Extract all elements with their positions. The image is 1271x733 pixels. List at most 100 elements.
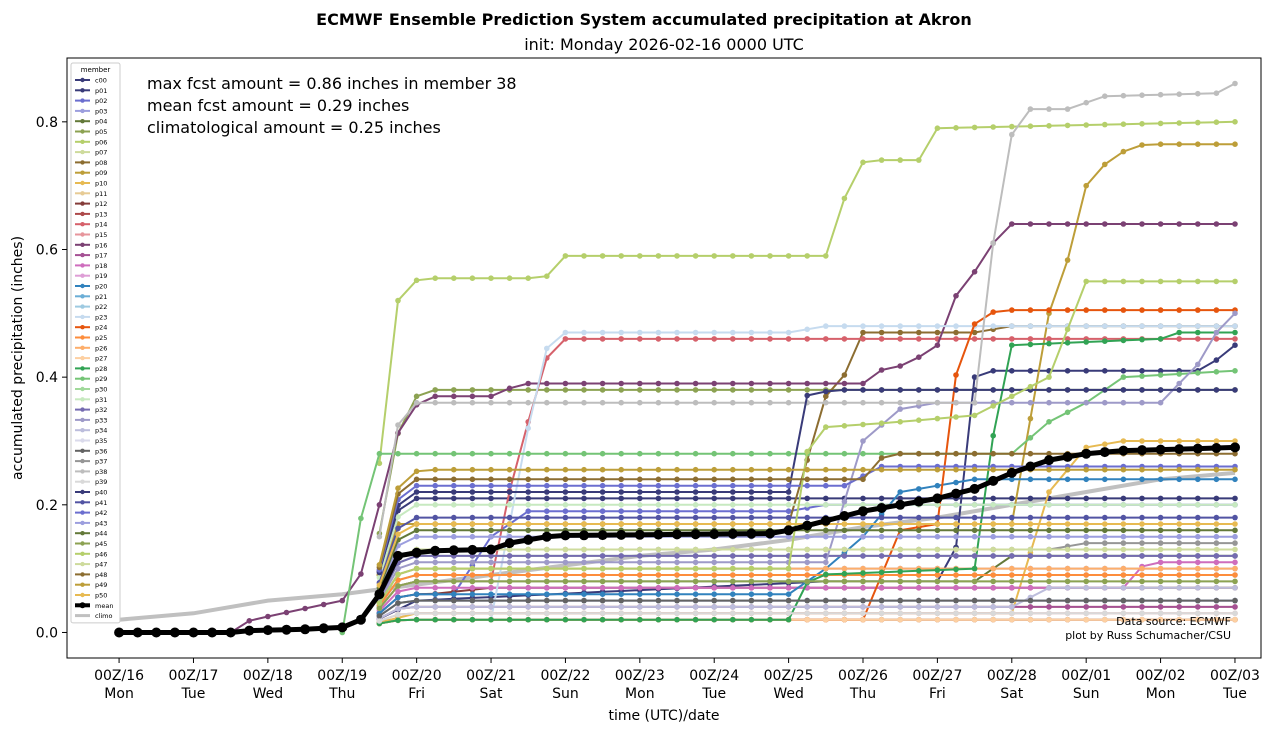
point-p45-1 <box>395 583 401 589</box>
point-p38-16 <box>674 399 680 406</box>
point-p27-32 <box>971 616 978 623</box>
point-p34-22 <box>785 604 792 610</box>
point-p49-15 <box>655 466 662 473</box>
point-mean-22 <box>523 534 534 545</box>
point-p41-14 <box>637 514 643 521</box>
point-p34-38 <box>1083 585 1089 591</box>
point-p46-31 <box>953 414 959 420</box>
point-p05-6 <box>488 387 494 393</box>
point-p20-20 <box>748 591 755 597</box>
point-p41-5 <box>469 514 476 521</box>
point-p31-5 <box>469 502 476 508</box>
point-p32-38 <box>1083 553 1089 559</box>
point-p10-40 <box>1120 438 1127 444</box>
point-p18-22 <box>785 585 792 591</box>
point-p49-30 <box>934 466 941 473</box>
point-p45-28 <box>897 578 903 585</box>
point-c00-42 <box>1157 368 1164 374</box>
point-p47-15 <box>655 546 662 553</box>
point-p33-5 <box>469 559 476 566</box>
point-p34-13 <box>618 604 624 610</box>
point-p33-4 <box>451 559 457 566</box>
point-p45-6 <box>488 578 494 585</box>
point-p34-1 <box>395 606 401 612</box>
point-p49-16 <box>674 466 680 473</box>
point-p32-34 <box>1009 553 1015 559</box>
point-p43-37 <box>1064 533 1071 540</box>
point-p43-36 <box>1046 533 1052 540</box>
point-p06-46 <box>1232 119 1238 125</box>
point-p16-19 <box>581 380 587 387</box>
point-p27-42 <box>1157 616 1164 623</box>
point-p36-36 <box>1046 597 1052 604</box>
point-p17-44 <box>1195 604 1201 610</box>
legend-label-p11: p11 <box>95 190 107 198</box>
point-p20-15 <box>655 591 662 597</box>
point-p23-11 <box>581 329 587 336</box>
point-p41-37 <box>1064 514 1071 521</box>
point-p49-24 <box>823 466 829 473</box>
point-mean-16 <box>411 547 422 558</box>
point-p47-24 <box>823 546 829 553</box>
point-p09-46 <box>1232 141 1238 147</box>
point-p16-46 <box>1083 221 1089 227</box>
point-p05-16 <box>674 387 680 393</box>
point-p39-38 <box>1083 610 1089 617</box>
legend-entry-p45: p45 <box>75 540 107 548</box>
point-p50-1 <box>395 531 401 537</box>
point-p26-43 <box>1176 565 1182 572</box>
legend-label-p07: p07 <box>95 149 107 157</box>
legend-label-p05: p05 <box>95 128 107 136</box>
point-p06-19 <box>730 253 736 259</box>
point-p48-11 <box>581 476 587 483</box>
point-p33-6 <box>488 559 494 566</box>
point-p16-22 <box>637 380 643 387</box>
point-p18-5 <box>469 585 476 591</box>
point-p29-17 <box>655 450 662 457</box>
point-p08-29 <box>916 329 922 336</box>
point-p46-18 <box>711 565 717 572</box>
point-p01-35 <box>1027 495 1034 502</box>
point-p43-28 <box>897 533 903 540</box>
point-p43-29 <box>916 533 922 540</box>
point-p42-22 <box>785 482 792 489</box>
legend-entry-p02: p02 <box>75 97 107 105</box>
point-p31-15 <box>655 502 662 508</box>
point-p40-17 <box>692 489 699 495</box>
point-mean-9 <box>281 624 292 635</box>
point-p45-30 <box>934 578 941 585</box>
point-p34-29 <box>916 604 922 610</box>
point-p14-45 <box>1213 336 1220 342</box>
point-p09-37 <box>1064 257 1071 263</box>
point-p28-13 <box>618 616 624 623</box>
point-p25-5 <box>469 572 476 578</box>
point-p05-22 <box>785 387 792 393</box>
point-p49-27 <box>878 466 885 473</box>
point-p33-3 <box>432 559 439 566</box>
point-p36-28 <box>897 597 903 604</box>
point-p39-26 <box>860 610 866 617</box>
point-p47-43 <box>1176 546 1182 553</box>
point-p44-31 <box>953 527 959 534</box>
point-p46-24 <box>823 424 829 430</box>
point-p39-33 <box>990 610 996 617</box>
point-p40-32 <box>971 387 978 393</box>
point-p14-44 <box>1195 336 1201 342</box>
point-p49-12 <box>599 466 606 473</box>
point-p46-37 <box>1064 326 1071 333</box>
point-p14-33 <box>990 336 996 342</box>
point-p02-8 <box>525 508 531 514</box>
point-p23-39 <box>1102 323 1108 329</box>
point-p29-6 <box>451 450 457 457</box>
point-p50-39 <box>1102 521 1108 527</box>
point-p46-8 <box>525 565 531 572</box>
point-p36-4 <box>451 597 457 604</box>
point-p31-4 <box>451 502 457 508</box>
point-p34-12 <box>599 604 606 610</box>
point-p41-44 <box>1195 514 1201 521</box>
point-p10-46 <box>1232 438 1238 444</box>
point-p14-12 <box>599 336 606 342</box>
point-p20-1 <box>395 594 401 601</box>
point-p06-41 <box>1139 121 1145 127</box>
point-p40-37 <box>1064 387 1071 393</box>
